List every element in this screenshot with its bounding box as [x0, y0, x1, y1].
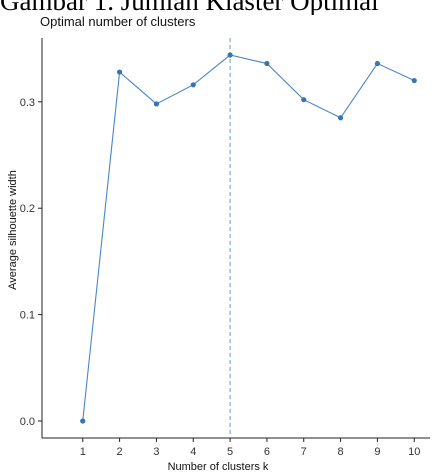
x-tick-label: 9: [374, 446, 380, 458]
y-tick-label: 0.2: [20, 203, 35, 215]
data-point: [227, 52, 233, 58]
data-point: [301, 97, 307, 103]
data-point: [116, 69, 123, 75]
series-line: [82, 54, 415, 422]
x-tick-label: 8: [338, 446, 344, 458]
data-point: [337, 115, 344, 121]
data-point: [190, 82, 196, 88]
chart-title: Optimal number of clusters: [40, 14, 196, 29]
y-tick-label: 0.3: [20, 97, 35, 109]
x-axis-label: Number of clusters k: [168, 461, 269, 473]
x-tick-label: 5: [227, 446, 233, 458]
x-tick-label: 1: [80, 446, 86, 458]
data-point: [153, 101, 160, 107]
figure-caption: Gambar 1. Jumlah Klaster Optimal: [0, 0, 379, 15]
x-tick-label: 6: [264, 446, 270, 458]
x-tick-label: 3: [153, 446, 159, 458]
data-point: [411, 77, 417, 84]
data-point: [264, 60, 270, 67]
x-tick-label: 7: [301, 446, 307, 458]
data-point: [80, 418, 86, 424]
plot-area: 0.0 0.1 0.2 0.3 1 2 3 4 5 6 7 8 9 10: [20, 38, 430, 458]
data-point: [374, 60, 381, 67]
x-tick-label: 2: [117, 446, 123, 458]
y-tick-label: 0.0: [20, 416, 35, 428]
y-tick-label: 0.1: [20, 310, 35, 322]
x-tick-label: 10: [408, 446, 420, 458]
x-tick-label: 4: [190, 446, 196, 458]
y-axis-label: Average silhouette width: [7, 170, 19, 290]
